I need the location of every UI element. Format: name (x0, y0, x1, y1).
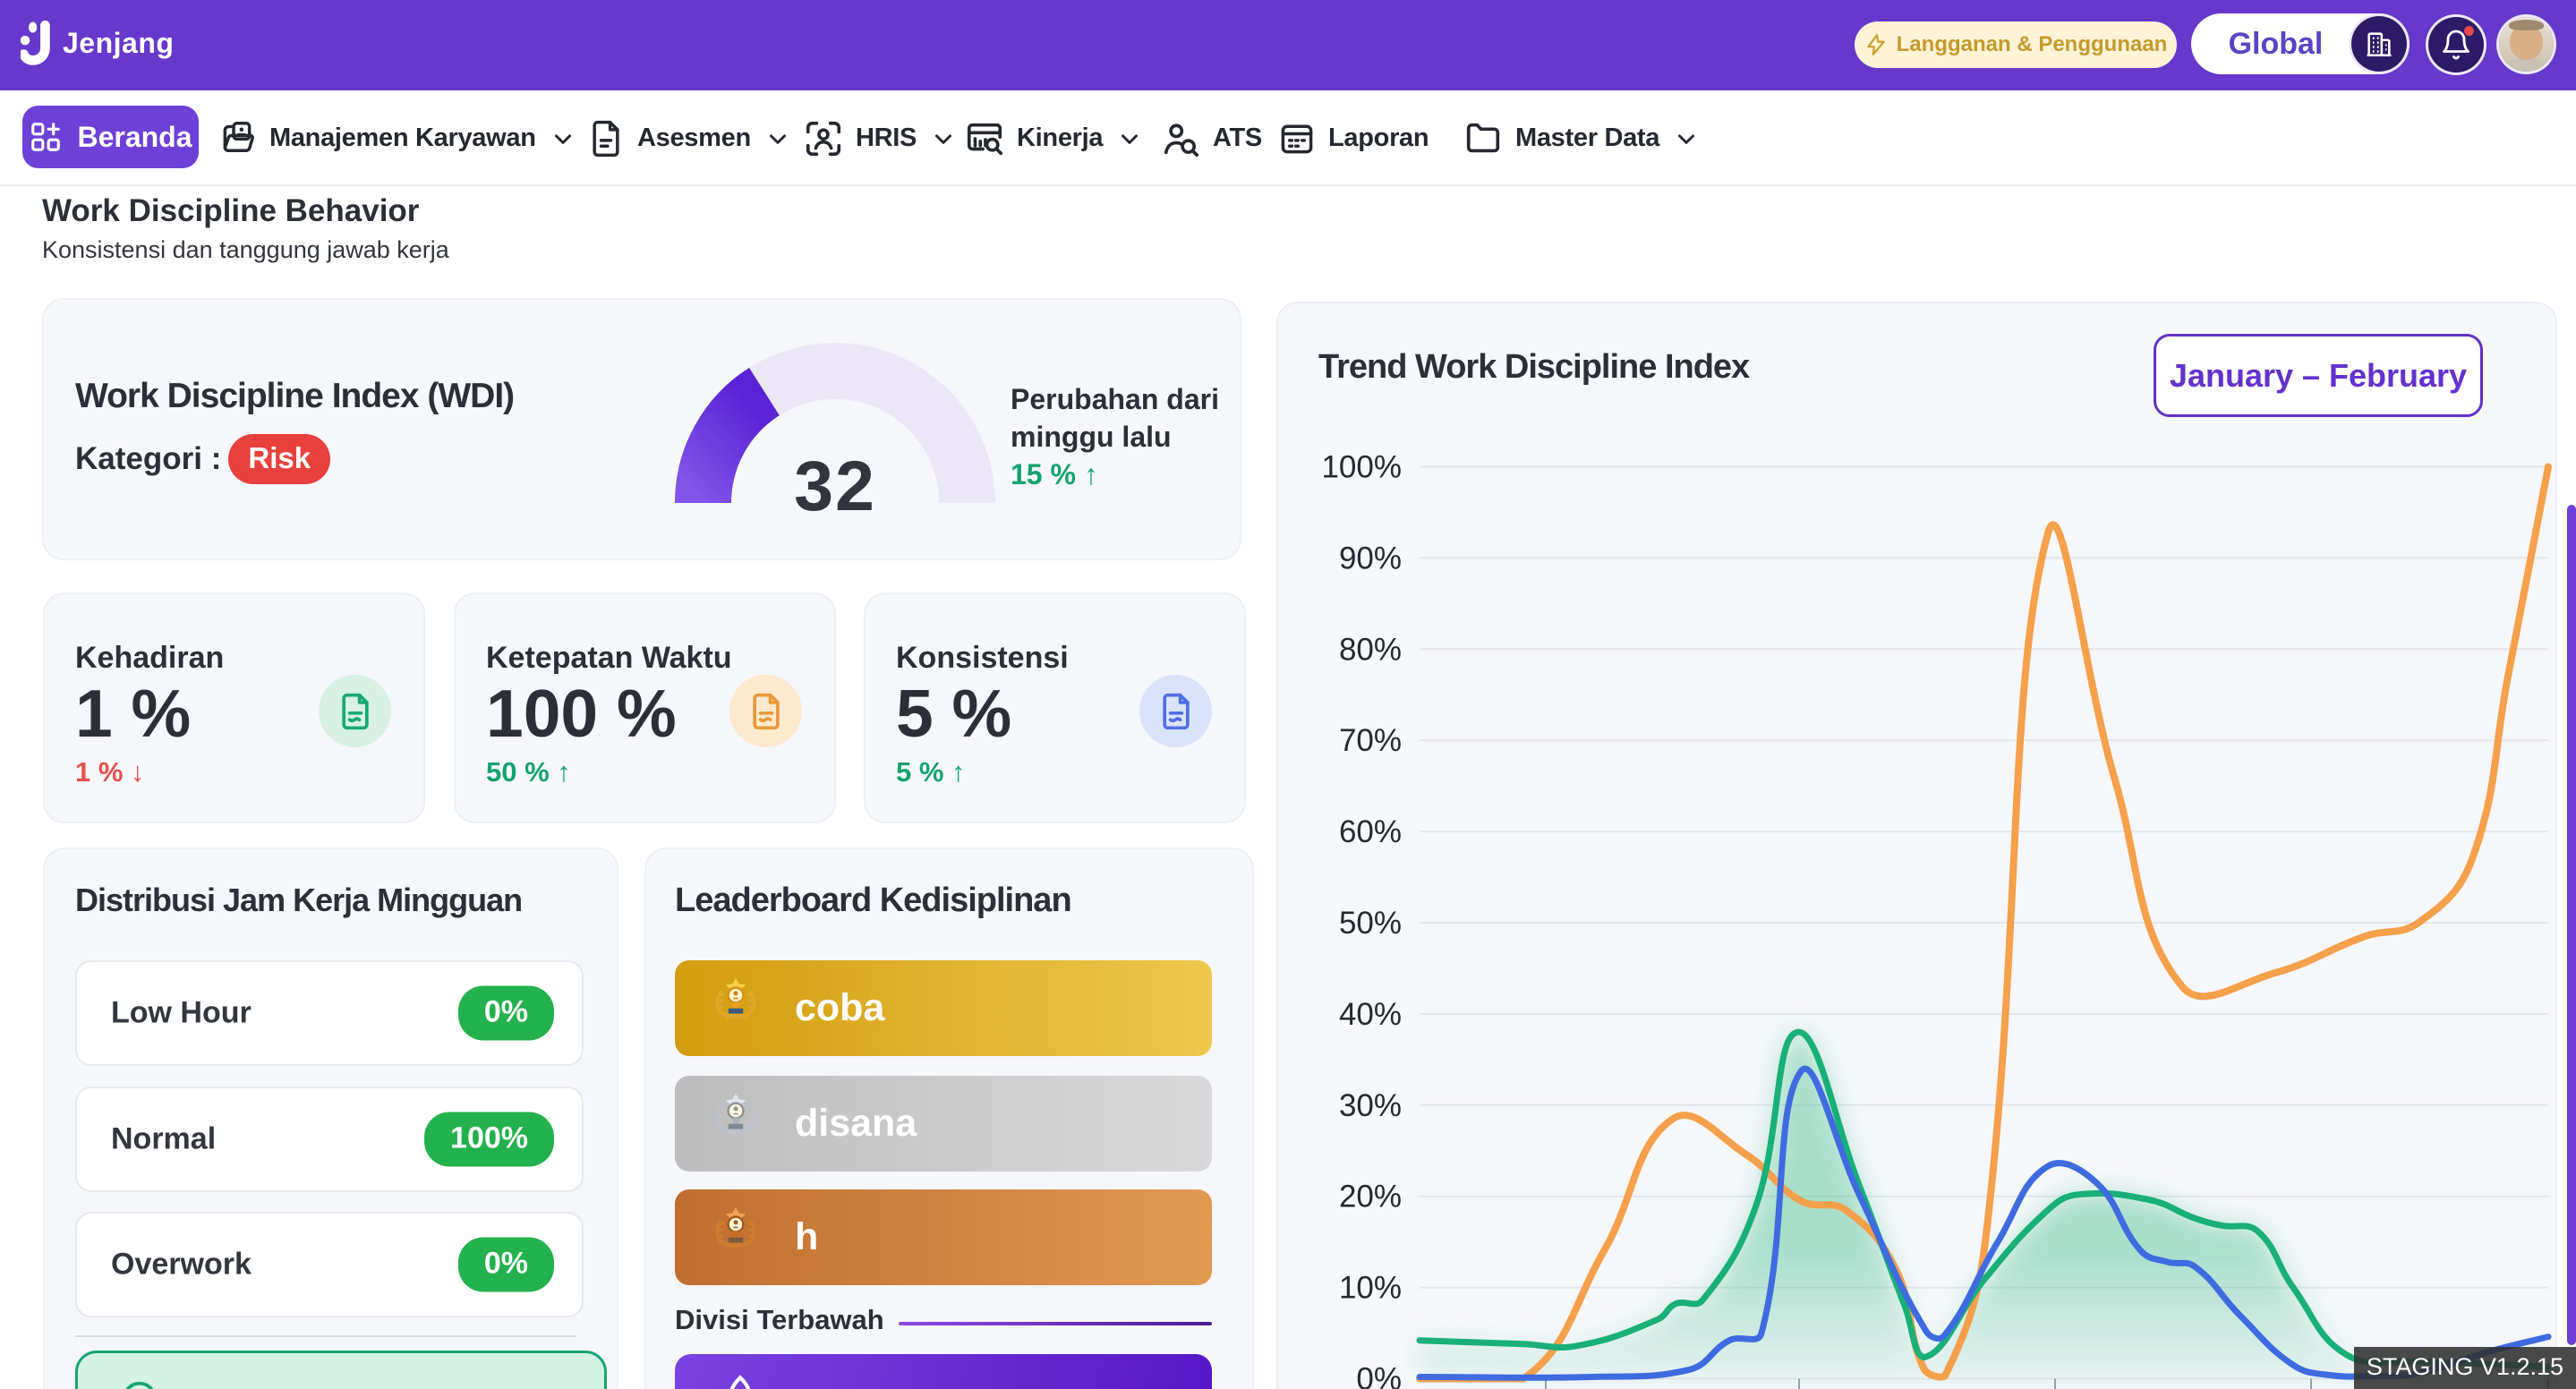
svg-text:40%: 40% (1339, 997, 1402, 1032)
svg-text:0%: 0% (1356, 1362, 1402, 1389)
svg-text:20%: 20% (1339, 1180, 1402, 1214)
svg-text:50%: 50% (1339, 906, 1402, 941)
svg-text:100%: 100% (1321, 450, 1402, 485)
svg-text:60%: 60% (1339, 814, 1402, 849)
svg-text:10%: 10% (1339, 1271, 1402, 1306)
svg-text:80%: 80% (1339, 632, 1402, 667)
svg-text:70%: 70% (1339, 723, 1402, 758)
svg-text:90%: 90% (1339, 541, 1402, 575)
svg-text:30%: 30% (1339, 1088, 1402, 1123)
